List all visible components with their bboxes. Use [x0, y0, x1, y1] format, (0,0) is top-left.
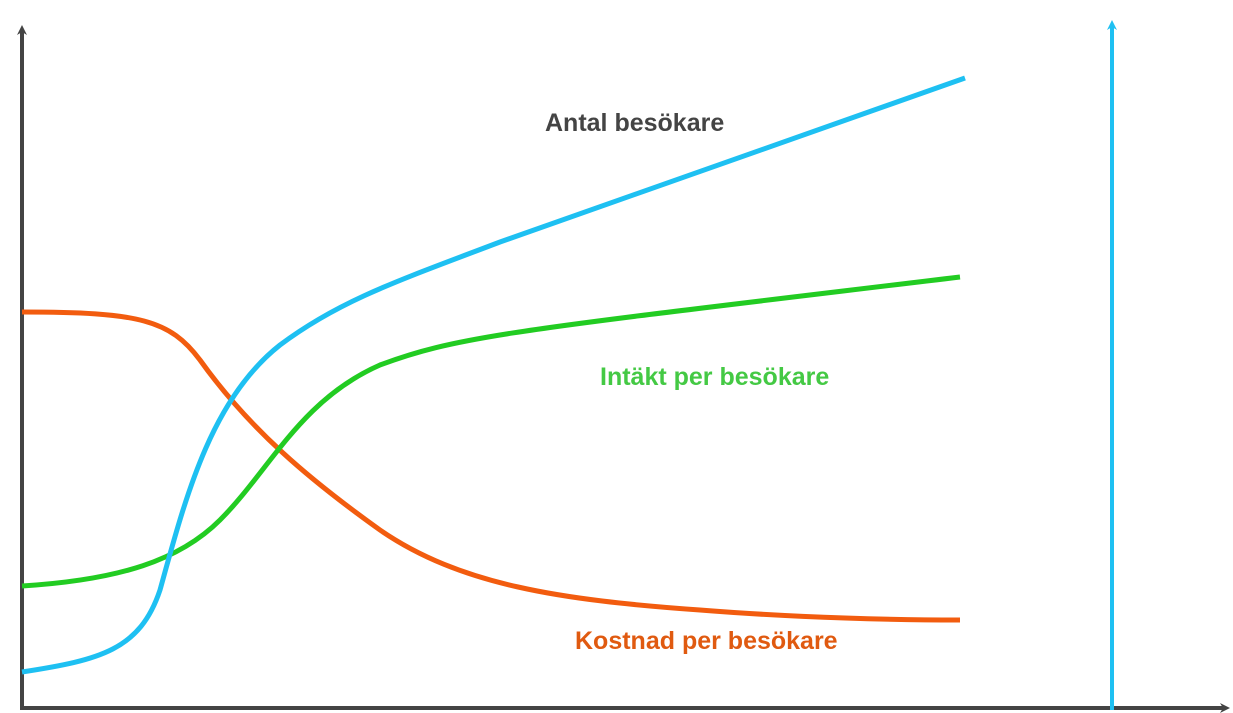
revenue-label: Intäkt per besökare [600, 363, 829, 391]
visitors-label: Antal besökare [545, 109, 724, 137]
cost-label: Kostnad per besökare [575, 627, 838, 655]
visitors-curve [21, 75, 966, 675]
revenue-curve [21, 274, 961, 589]
cost-curve [21, 309, 961, 623]
